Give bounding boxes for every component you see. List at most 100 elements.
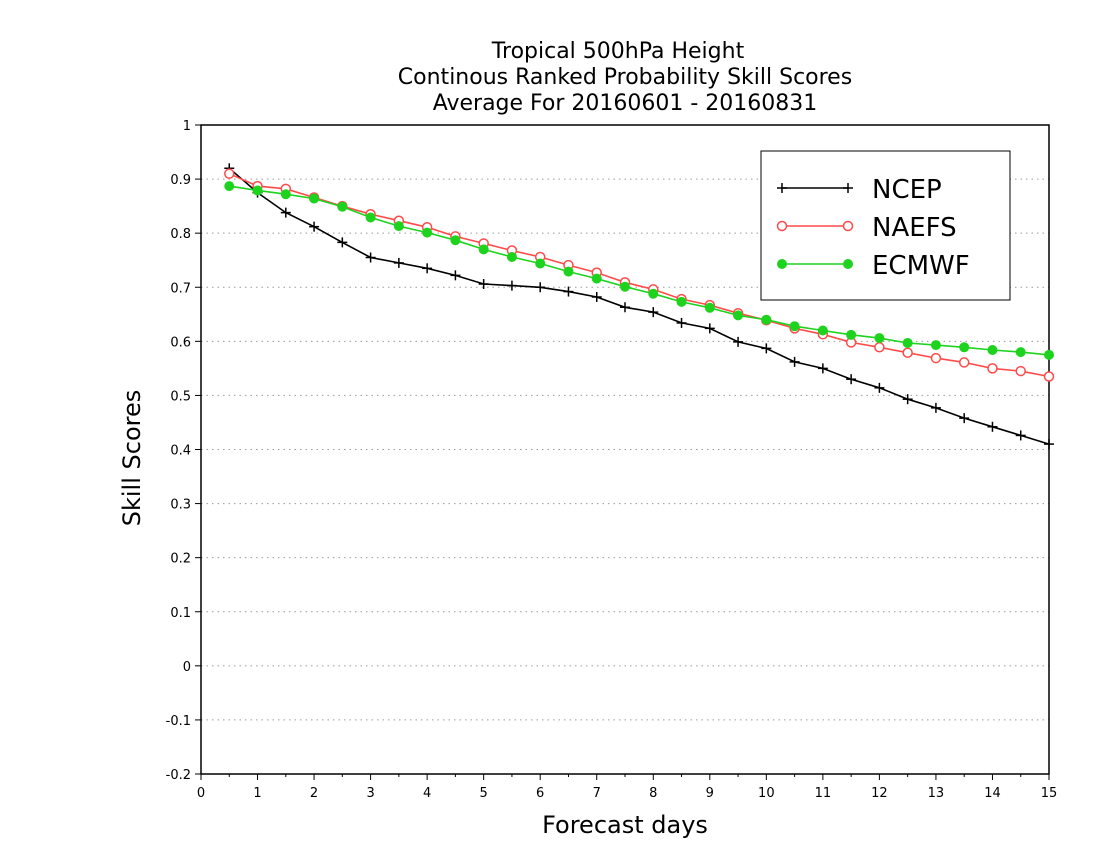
series-ecmwf xyxy=(224,181,1054,360)
y-tick-label: 0.2 xyxy=(170,552,191,567)
data-point-ecmwf xyxy=(393,221,404,232)
data-point-ecmwf xyxy=(450,235,461,246)
data-point-naefs xyxy=(874,342,885,353)
data-point-naefs xyxy=(902,347,913,358)
x-tick-label: 3 xyxy=(366,786,374,801)
legend-marker-start-ecmwf xyxy=(777,259,787,269)
data-point-ncep xyxy=(591,291,602,302)
legend-label-naefs: NAEFS xyxy=(872,213,957,243)
data-point-naefs xyxy=(958,357,970,368)
y-tick-label: 0.5 xyxy=(170,389,191,404)
data-point-ncep xyxy=(733,336,744,347)
data-point-ncep xyxy=(393,257,404,268)
legend-marker-end-naefs xyxy=(842,220,854,232)
data-point-ncep xyxy=(987,421,998,432)
chart-title-line-3: Average For 20160601 - 20160831 xyxy=(433,91,818,116)
data-point-ecmwf xyxy=(789,321,800,332)
x-tick-label: 2 xyxy=(310,786,318,801)
y-tick-label: 0.9 xyxy=(170,173,191,188)
legend-item-naefs: NAEFS xyxy=(776,213,957,243)
data-point-ecmwf xyxy=(930,340,941,351)
y-tick-label: 0.8 xyxy=(170,227,191,242)
data-point-ecmwf xyxy=(987,344,998,355)
data-point-ncep xyxy=(676,317,687,328)
x-tick-label: 12 xyxy=(871,786,888,801)
data-point-naefs xyxy=(1015,365,1026,377)
series-ncep xyxy=(224,163,1054,450)
x-tick-label: 15 xyxy=(1041,786,1058,801)
y-tick-label: -0.1 xyxy=(166,714,191,729)
legend-label-ecmwf: ECMWF xyxy=(872,251,970,281)
y-axis-label: Skill Scores xyxy=(118,390,146,527)
data-point-ncep xyxy=(761,343,772,354)
data-point-ecmwf xyxy=(959,342,970,353)
data-point-naefs xyxy=(1043,371,1055,382)
data-point-ncep xyxy=(563,286,574,297)
data-point-naefs xyxy=(930,352,942,364)
legend: NCEP NAEFS ECMWF xyxy=(760,150,1011,301)
x-tick-label: 10 xyxy=(758,786,775,801)
chart-title: Tropical 500hPa Height Continous Ranked … xyxy=(398,39,852,116)
x-tick-label: 6 xyxy=(536,786,544,801)
chart-title-line-1: Tropical 500hPa Height xyxy=(491,39,745,64)
legend-item-ecmwf: ECMWF xyxy=(777,251,970,281)
x-tick-label: 14 xyxy=(984,786,1001,801)
legend-item-ncep: NCEP xyxy=(777,175,942,205)
x-tick-label: 11 xyxy=(815,786,832,801)
y-tick-label: 0 xyxy=(183,660,191,675)
data-point-ncep xyxy=(1044,439,1054,450)
data-point-ecmwf xyxy=(733,310,744,321)
legend-marker-start-ncep xyxy=(777,183,787,193)
x-tick-label: 5 xyxy=(480,786,488,801)
data-point-ecmwf xyxy=(365,212,376,223)
data-point-ncep xyxy=(648,307,659,318)
y-tick-label: 0.1 xyxy=(170,606,191,621)
x-tick-label: 9 xyxy=(706,786,714,801)
data-point-ncep xyxy=(309,221,320,232)
data-point-ncep xyxy=(846,374,857,385)
data-point-ncep xyxy=(280,207,291,218)
y-tick-label: -0.2 xyxy=(166,768,191,783)
legend-marker-end-ncep xyxy=(843,183,853,193)
data-point-ecmwf xyxy=(846,329,857,340)
data-point-ecmwf xyxy=(1015,347,1026,358)
x-tick-label: 4 xyxy=(423,786,431,801)
legend-marker-end-ecmwf xyxy=(843,259,853,269)
legend-items: NCEP NAEFS ECMWF xyxy=(776,175,970,281)
data-point-ncep xyxy=(337,237,348,248)
chart-title-line-2: Continous Ranked Probability Skill Score… xyxy=(398,65,852,90)
data-point-ecmwf xyxy=(563,266,574,277)
legend-label-ncep: NCEP xyxy=(872,175,942,205)
data-point-ecmwf xyxy=(422,227,433,238)
data-point-ncep xyxy=(506,280,517,291)
data-point-ncep xyxy=(704,323,715,334)
y-tick-label: 0.3 xyxy=(170,498,191,513)
data-point-ecmwf xyxy=(704,302,715,313)
data-point-ecmwf xyxy=(535,258,546,269)
data-point-ecmwf xyxy=(1044,349,1054,360)
y-tick-label: 1 xyxy=(183,119,191,134)
data-point-ncep xyxy=(1015,430,1026,441)
data-point-ecmwf xyxy=(280,189,291,200)
data-point-ecmwf xyxy=(337,201,348,212)
x-tick-label: 7 xyxy=(593,786,601,801)
data-point-ecmwf xyxy=(874,333,885,344)
series-line-ncep xyxy=(228,167,1050,445)
data-point-ncep xyxy=(365,252,376,263)
data-point-ncep xyxy=(620,302,630,313)
data-point-ncep xyxy=(422,263,433,274)
data-point-ncep xyxy=(789,356,800,367)
data-point-ncep xyxy=(874,382,885,393)
y-tick-label: 0.4 xyxy=(170,444,191,459)
data-point-ecmwf xyxy=(902,337,913,348)
y-tick-label: 0.6 xyxy=(170,335,191,350)
data-point-ecmwf xyxy=(676,296,687,307)
data-point-naefs xyxy=(224,168,235,179)
data-point-naefs xyxy=(987,363,998,374)
data-point-ncep xyxy=(959,413,970,424)
data-point-ecmwf xyxy=(817,325,828,336)
series-layer xyxy=(224,163,1055,450)
data-point-ecmwf xyxy=(648,288,659,299)
